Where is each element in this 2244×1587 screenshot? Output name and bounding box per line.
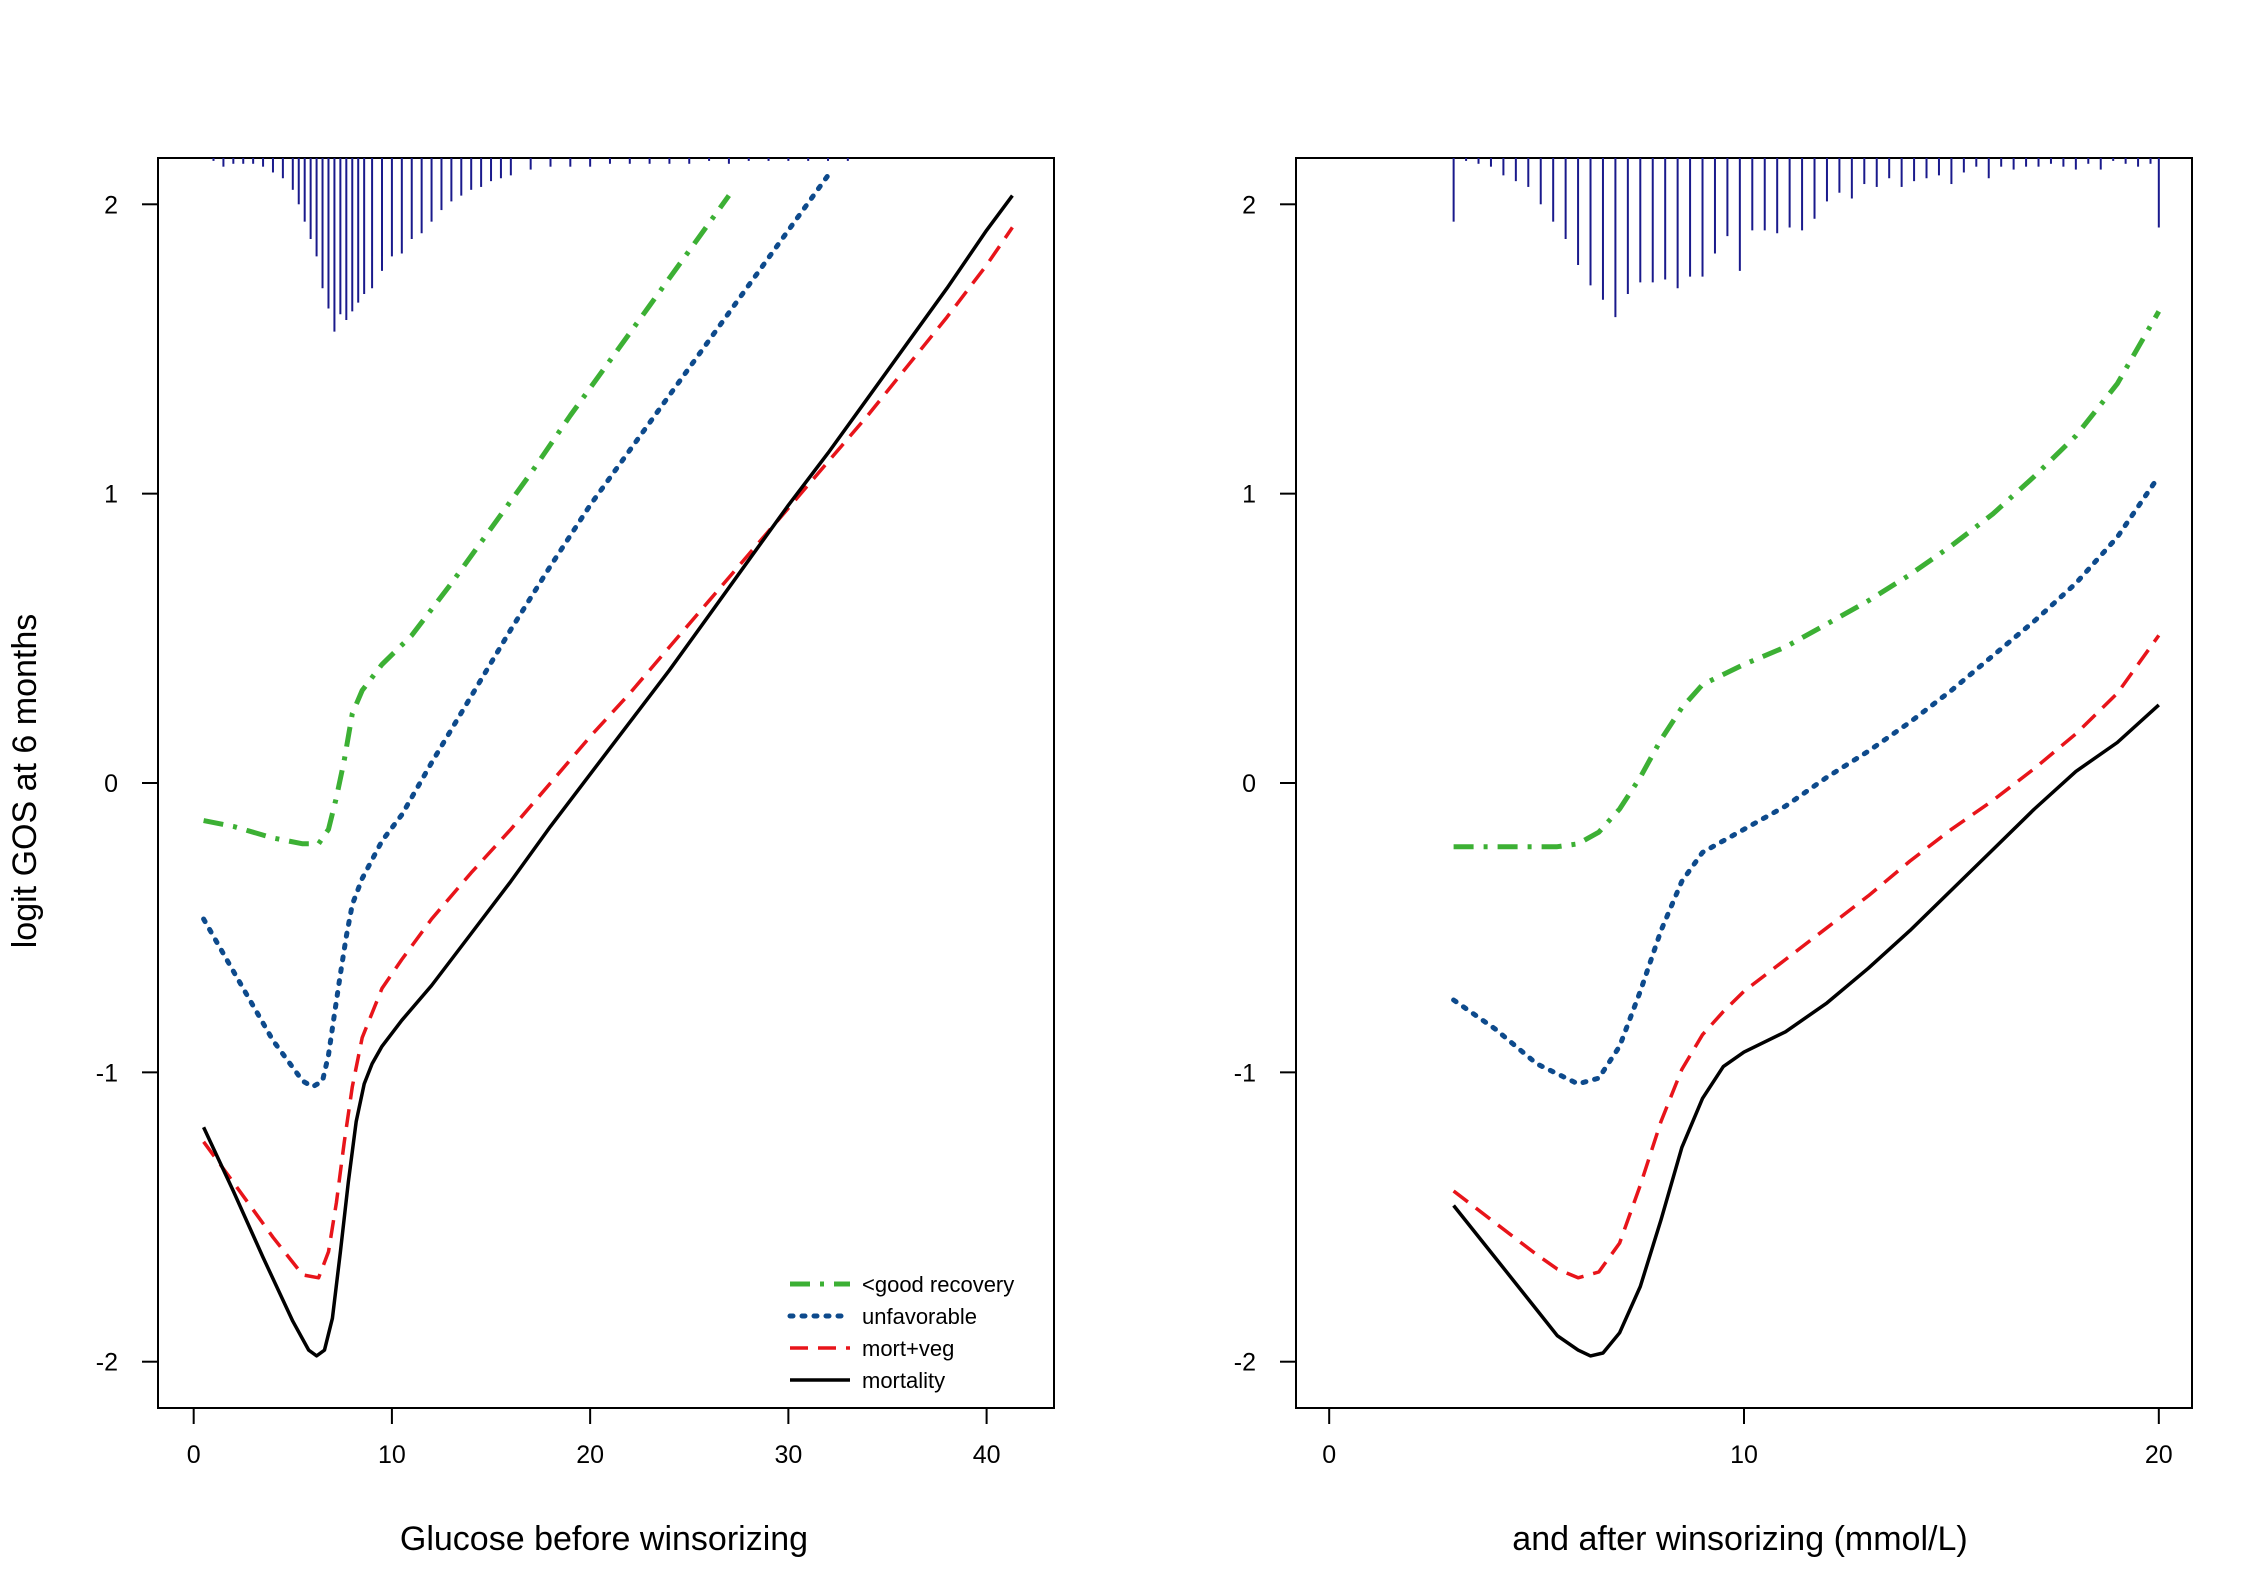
x-tick-label: 0 xyxy=(187,1441,201,1469)
y-tick-label: 0 xyxy=(104,770,118,798)
y-axis-title: logit GOS at 6 months xyxy=(6,614,44,949)
plot-frame xyxy=(1295,157,2193,1409)
series-line-good xyxy=(203,194,731,847)
series-line-mort xyxy=(1452,703,2160,1358)
y-tick-label: -2 xyxy=(96,1349,118,1377)
rug-histogram xyxy=(1452,158,2160,318)
x-tick-label: 40 xyxy=(973,1441,1001,1469)
legend-label-mort: mortality xyxy=(862,1368,945,1393)
x-axis-title-right: and after winsorizing (mmol/L) xyxy=(1512,1520,1967,1558)
legend-label-good: <good recovery xyxy=(862,1272,1014,1297)
x-tick-label: 10 xyxy=(378,1441,406,1469)
right-panel: 0 10 20 -2 -1 0 1 2 xyxy=(1234,157,2193,1469)
series-line-mortveg xyxy=(1452,634,2161,1280)
x-tick-label: 20 xyxy=(576,1441,604,1469)
x-tick-label: 30 xyxy=(774,1441,802,1469)
x-tick-label: 10 xyxy=(1730,1441,1758,1469)
left-panel: 0 10 20 30 40 -2 -1 0 1 2 xyxy=(96,157,1055,1469)
y-tick-label: -2 xyxy=(1234,1349,1256,1377)
x-tick-label: 0 xyxy=(1322,1441,1336,1469)
series-line-unfav xyxy=(1451,473,2162,1087)
y-tick-label: 1 xyxy=(1242,481,1256,509)
y-tick-label: 2 xyxy=(1242,191,1256,219)
y-tick-label: 1 xyxy=(104,481,118,509)
rug-histogram xyxy=(212,158,849,332)
y-tick-label: 0 xyxy=(1242,770,1256,798)
legend-label-mortveg: mort+veg xyxy=(862,1336,954,1361)
series-line-mort xyxy=(202,194,1014,1358)
series-line-good xyxy=(1453,310,2161,850)
legend: <good recovery unfavorable mort+veg mort… xyxy=(787,1272,1014,1393)
y-tick-label: 2 xyxy=(104,191,118,219)
x-tick-label: 20 xyxy=(2145,1441,2173,1469)
x-axis-title-left: Glucose before winsorizing xyxy=(400,1520,808,1558)
y-tick-label: -1 xyxy=(1234,1059,1256,1087)
series-line-mortveg xyxy=(202,226,1014,1280)
legend-label-unfav: unfavorable xyxy=(862,1304,977,1329)
y-tick-label: -1 xyxy=(96,1059,118,1087)
series-line-unfav xyxy=(201,172,831,1090)
plot-frame xyxy=(157,157,1055,1409)
